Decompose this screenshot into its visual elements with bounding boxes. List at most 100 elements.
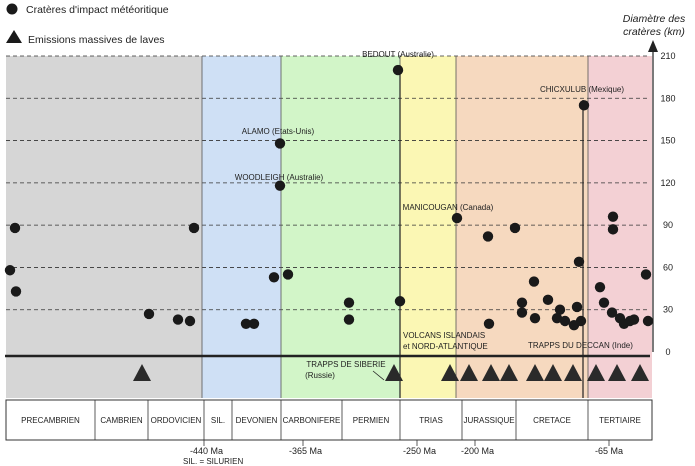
- crater-point: [594, 281, 606, 293]
- label-siberie: TRAPPS DE SIBERIE: [306, 360, 385, 369]
- time-label: -365 Ma: [289, 446, 322, 456]
- footnote: SIL. = SILURIEN: [183, 457, 243, 466]
- y-tick-label: 0: [665, 347, 670, 357]
- period-band: [6, 56, 202, 398]
- volcanism-marker: [460, 364, 478, 381]
- label-bedout: BEDOUT (Australie): [362, 50, 434, 59]
- crater-point-woodleigh: [274, 180, 286, 191]
- volcanism-marker: [385, 364, 403, 381]
- period-label: CARBONIFERE: [283, 416, 341, 425]
- label-woodleigh: WOODLEIGH (Australie): [235, 173, 324, 182]
- period-label: ORDOVICIEN: [151, 416, 202, 425]
- crater-point: [482, 231, 494, 242]
- legend-crater-marker: [6, 3, 18, 15]
- period-label: TERTIAIRE: [599, 416, 641, 425]
- crater-point-manicougan: [451, 212, 463, 224]
- crater-point: [188, 222, 200, 234]
- label-chicxulub: CHICXULUB (Mexique): [540, 85, 624, 94]
- volcanism-marker: [587, 364, 605, 381]
- crater-point: [606, 307, 618, 318]
- crater-point: [598, 297, 610, 308]
- y-tick-labels: 0 30 60 90 120 150 180 210: [660, 51, 675, 357]
- crater-point: [607, 211, 619, 222]
- period-band: [400, 56, 456, 398]
- crater-point: [628, 314, 640, 325]
- crater-point: [551, 312, 563, 324]
- volcanism-marker: [441, 364, 459, 381]
- crater-point: [559, 315, 571, 327]
- period-band: [456, 56, 588, 398]
- y-axis-arrow-icon: [648, 40, 658, 52]
- period-label: PRECAMBRIEN: [21, 416, 80, 425]
- crater-point: [282, 269, 294, 280]
- crater-point: [248, 318, 260, 330]
- label-alamo: ALAMO (Etats-Unis): [242, 127, 315, 136]
- time-label: -250 Ma: [403, 446, 436, 456]
- crater-point: [575, 315, 587, 327]
- volcanism-marker: [500, 364, 518, 381]
- period-band: [281, 56, 400, 398]
- legend-volcano-label: Emissions massives de laves: [28, 34, 165, 46]
- y-tick-label: 210: [660, 51, 675, 61]
- period-bands: [6, 56, 652, 398]
- period-cells: PRECAMBRIEN CAMBRIEN ORDOVICIEN SIL. DEVONIE…: [21, 400, 641, 440]
- crater-point: [607, 224, 619, 235]
- crater-point: [343, 297, 355, 308]
- time-label: -200 Ma: [461, 446, 494, 456]
- volcanism-marker: [544, 364, 562, 381]
- siberie-pointer: [372, 370, 385, 381]
- crater-points: [4, 64, 654, 331]
- crater-point: [184, 315, 196, 327]
- period-bar: [5, 399, 653, 441]
- crater-point: [509, 222, 521, 234]
- volcanism-marker: [631, 364, 649, 381]
- crater-point: [143, 308, 155, 320]
- volcanism-marker: [526, 364, 544, 381]
- period-label: CAMBRIEN: [100, 416, 142, 425]
- crater-point: [554, 304, 566, 315]
- crater-point: [268, 272, 280, 283]
- crater-point: [10, 286, 22, 297]
- crater-point: [542, 294, 554, 306]
- crater-point: [240, 318, 252, 330]
- period-label: TRIAS: [419, 416, 443, 425]
- crater-point: [642, 315, 654, 327]
- y-tick-label: 90: [663, 220, 673, 230]
- crater-point: [640, 269, 652, 280]
- boundary-lines: [201, 56, 589, 398]
- y-tick-label: 120: [660, 178, 675, 188]
- time-label: -440 Ma: [190, 446, 223, 456]
- y-tick-label: 180: [660, 93, 675, 103]
- volcanism-marker: [608, 364, 626, 381]
- crater-point-bedout: [392, 64, 404, 76]
- crater-point: [4, 265, 16, 276]
- grid-lines: [6, 55, 650, 311]
- period-label: CRETACE: [533, 416, 571, 425]
- time-labels: -440 Ma -365 Ma -250 Ma -200 Ma -65 Ma: [190, 440, 623, 456]
- period-label: SIL.: [211, 416, 225, 425]
- period-label: PERMIEN: [353, 416, 390, 425]
- volcanism-marker: [482, 364, 500, 381]
- period-label: DEVONIEN: [236, 416, 278, 425]
- crater-point: [343, 314, 355, 325]
- crater-point: [483, 318, 495, 330]
- volcanism-markers: [133, 364, 649, 381]
- y-tick-label: 60: [663, 262, 673, 272]
- legend-crater-label: Cratères d'impact météoritique: [26, 4, 169, 16]
- y-tick-label: 30: [663, 305, 673, 315]
- time-label: -65 Ma: [595, 446, 623, 456]
- volcanism-marker: [564, 364, 582, 381]
- label-volcans: VOLCANS ISLANDAIS: [403, 331, 485, 340]
- label-deccan: TRAPPS DU DECCAN (Inde): [528, 341, 633, 350]
- crater-point: [528, 276, 540, 287]
- y-axis-title-2: cratères (km): [623, 26, 685, 38]
- y-tick-label: 150: [660, 136, 675, 146]
- legend-volcano-marker: [6, 30, 22, 43]
- label-volcans-region: et NORD-ATLANTIQUE: [403, 342, 488, 351]
- crater-point: [394, 296, 406, 307]
- crater-point: [9, 222, 21, 234]
- crater-point-alamo: [274, 138, 286, 149]
- period-band: [202, 56, 281, 398]
- crater-point: [573, 256, 585, 267]
